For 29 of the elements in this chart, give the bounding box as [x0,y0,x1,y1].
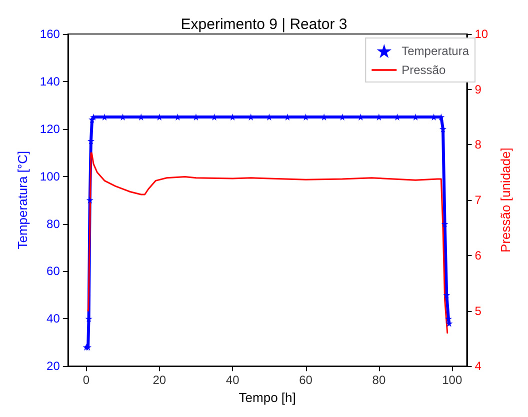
y-tick-label: 120 [40,122,60,136]
x-tick-label: 0 [82,373,90,388]
x-tick-label: 40 [226,373,240,388]
y2-tick-label: 10 [474,27,488,41]
x-tick-label: 100 [442,373,462,388]
x-tick-label: 80 [372,373,386,388]
y2-tick-label: 5 [474,304,482,318]
legend-label: Temperatura [402,44,470,58]
y2-tick-label: 9 [474,82,482,96]
y-tick-label: 100 [40,169,60,184]
line-series [87,152,448,334]
y2-tick-label: 8 [474,138,482,152]
y2-tick-label: 6 [474,248,482,262]
legend-label: Pressão [402,63,446,77]
y2-tick-label: 4 [474,359,482,374]
y-tick-label: 20 [46,359,60,374]
chart-title: Experimento 9 | Reator 3 [180,16,348,33]
x-tick-label: 60 [299,373,313,388]
y-tick-label: 60 [46,264,60,278]
y2-tick-label: 7 [474,193,482,208]
y-tick-label: 40 [46,312,60,326]
point [86,196,94,204]
y-tick-label: 80 [46,216,60,231]
y-tick-label: 160 [40,27,60,41]
x-axis-title: Tempo [h] [238,390,296,405]
x-tick-label: 20 [152,373,166,388]
y2-axis-title: Pressão [unidade] [498,148,513,252]
y-axis-title: Temperatura [°C] [15,150,30,250]
y-tick-label: 140 [40,74,60,88]
